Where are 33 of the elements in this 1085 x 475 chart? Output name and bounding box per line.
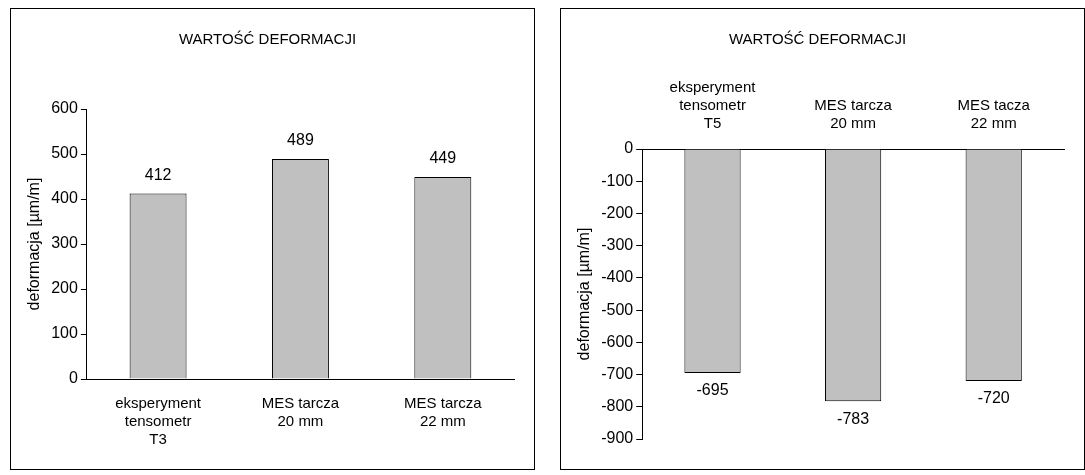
x-tick-label: eksperyment tensometr T5 xyxy=(669,78,757,132)
y-tick-label: 500 xyxy=(51,144,78,162)
y-tick-label: -900 xyxy=(601,429,634,447)
y-tick-label: 300 xyxy=(51,234,78,252)
y-tick-label: -800 xyxy=(601,397,634,415)
y-axis-title: deformacja [µm/m] xyxy=(25,177,43,311)
x-tick-label: MES tarcza 22 mm xyxy=(404,394,483,430)
data-label: -783 xyxy=(837,409,870,427)
y-tick-label: 400 xyxy=(51,189,78,207)
data-label: -720 xyxy=(977,389,1010,407)
y-tick-label: 200 xyxy=(51,279,78,297)
data-label: 489 xyxy=(287,131,314,149)
data-label: 449 xyxy=(429,149,457,167)
chart-title: WARTOŚĆ DEFORMACJI xyxy=(728,30,907,48)
chart-title: WARTOŚĆ DEFORMACJI xyxy=(178,30,357,48)
data-label: 412 xyxy=(144,166,172,184)
x-tick-label: MES tacza 22 mm xyxy=(957,96,1031,132)
y-tick-label: 0 xyxy=(68,369,78,387)
y-tick-label: -600 xyxy=(601,332,634,350)
y-tick-label: -400 xyxy=(601,268,634,286)
y-tick-label: -700 xyxy=(601,364,634,382)
y-tick-label: -300 xyxy=(601,236,634,254)
x-tick-label: eksperyment tensometr T3 xyxy=(115,394,202,448)
y-tick-label: -500 xyxy=(601,300,634,318)
data-label: -695 xyxy=(696,381,729,399)
y-tick-label: -200 xyxy=(601,203,634,221)
x-tick-label: MES tarcza 20 mm xyxy=(261,394,340,430)
y-tick-label: 600 xyxy=(51,99,78,117)
y-tick-label: 100 xyxy=(51,324,78,342)
y-tick-label: -100 xyxy=(601,171,634,189)
y-tick-label: 0 xyxy=(624,139,634,157)
x-tick-label: MES tarcza 20 mm xyxy=(814,96,893,132)
y-axis-title: deformacja [µm/m] xyxy=(575,227,593,361)
